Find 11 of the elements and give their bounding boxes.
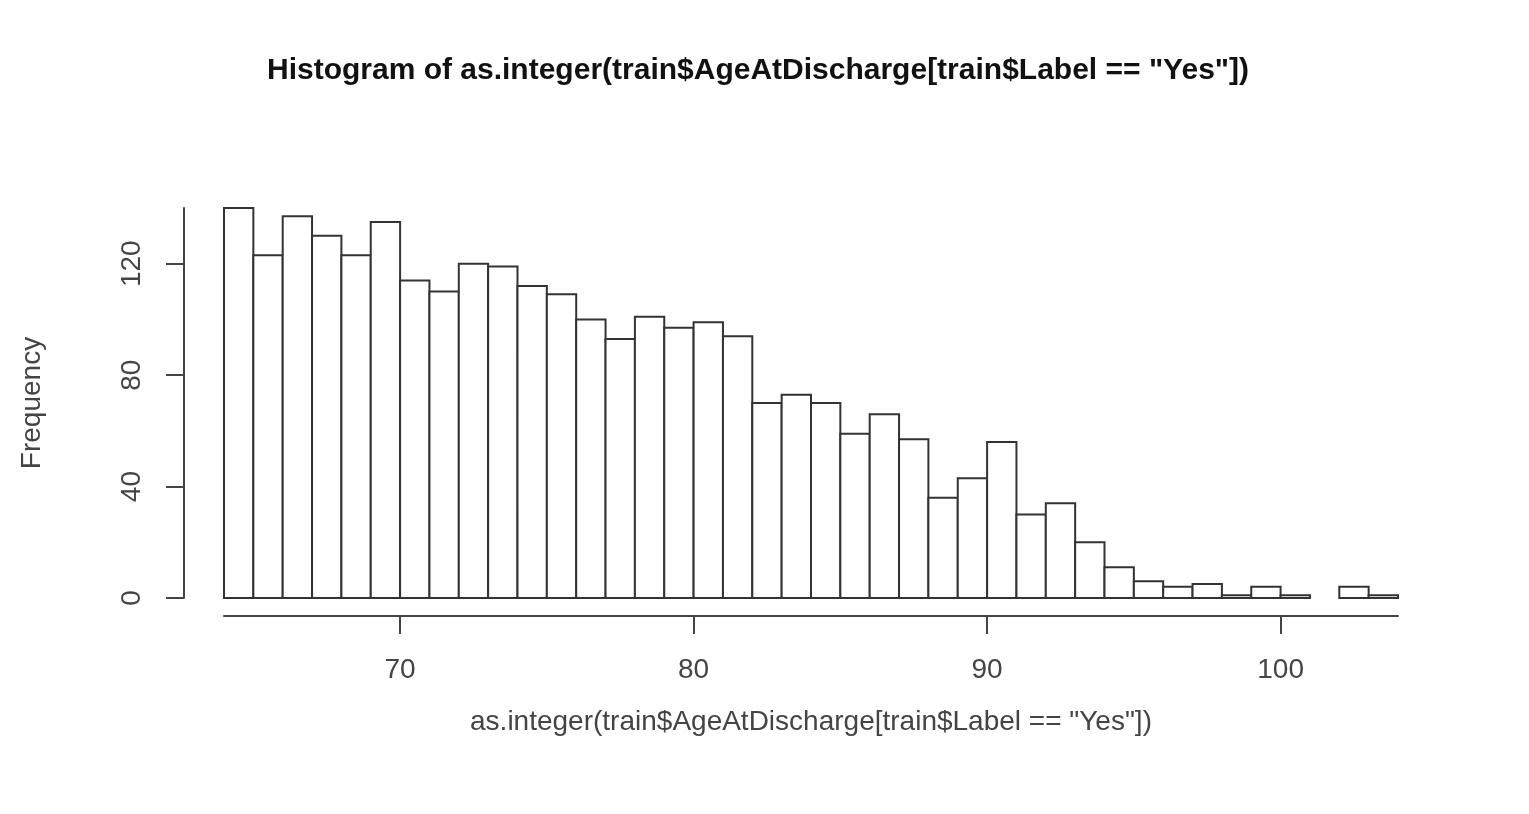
y-tick-label: 80 <box>114 359 146 391</box>
y-tick-label: 120 <box>114 240 146 288</box>
x-tick-label: 70 <box>384 652 416 684</box>
x-tick-label: 90 <box>971 652 1003 684</box>
y-axis-title: Frequency <box>14 336 46 470</box>
x-tick-label: 100 <box>1257 652 1304 684</box>
y-tick-label: 40 <box>114 470 146 503</box>
x-tick-label: 80 <box>678 652 710 684</box>
x-axis-title: as.integer(train$AgeAtDischarge[train$Label == "Yes"]) <box>470 704 1152 736</box>
chart-title: Histogram of as.integer(train$AgeAtDischarge[train$Label == "Yes"]) <box>266 51 1250 85</box>
y-tick-label: 0 <box>114 590 146 606</box>
